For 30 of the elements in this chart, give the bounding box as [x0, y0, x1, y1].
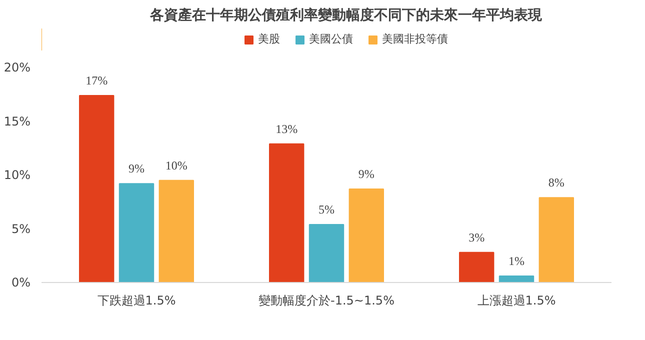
x-tick-label: 下跌超過1.5% — [97, 294, 176, 308]
x-tick-label: 上漲超過1.5% — [477, 294, 556, 308]
bar — [348, 188, 384, 282]
y-tick-label: 20% — [4, 60, 30, 74]
data-label: 9% — [358, 166, 374, 181]
data-label: 9% — [128, 162, 144, 176]
bar — [498, 276, 534, 282]
legend-label: 美國非投等債 — [382, 32, 448, 46]
bar — [538, 197, 574, 282]
bar — [158, 180, 194, 282]
data-label: 5% — [318, 202, 334, 216]
bar — [118, 183, 154, 282]
y-tick-label: 0% — [11, 276, 31, 290]
data-label: 3% — [468, 230, 485, 244]
bar — [459, 252, 494, 282]
x-tick-label: 變動幅度介於-1.5~1.5% — [258, 294, 394, 308]
bar — [308, 224, 344, 282]
y-tick-label: 15% — [4, 114, 30, 128]
y-tick-label: 5% — [11, 222, 31, 236]
data-label: 10% — [165, 158, 188, 172]
y-tick-label: 10% — [4, 168, 30, 182]
legend-label: 美國公債 — [309, 32, 353, 46]
chart-title: 各資產在十年期公債殖利率變動幅度不同下的未來一年平均表現 — [149, 6, 543, 24]
data-label: 13% — [276, 122, 298, 136]
data-label: 1% — [508, 254, 524, 268]
data-label: 8% — [548, 176, 564, 190]
legend-label: 美股 — [258, 32, 280, 46]
data-label: 17% — [86, 73, 108, 88]
bar — [269, 143, 304, 282]
bar — [79, 94, 114, 282]
